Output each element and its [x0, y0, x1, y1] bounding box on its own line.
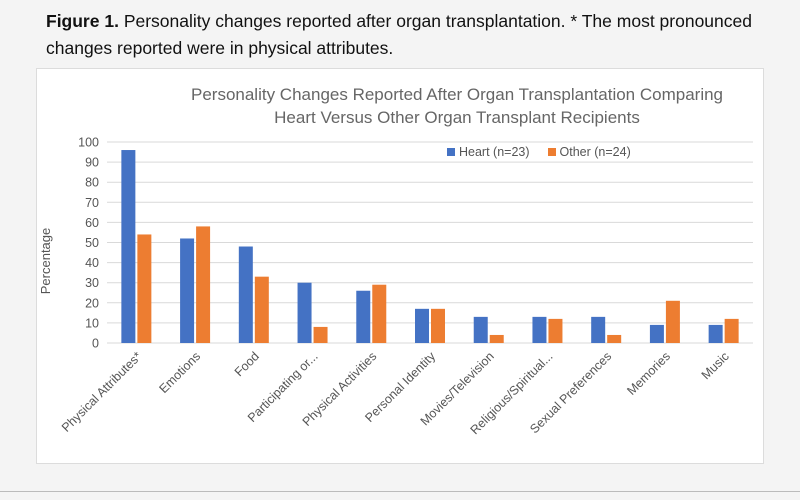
y-tick-label: 40 [85, 256, 99, 270]
y-tick-label: 30 [85, 276, 99, 290]
y-tick-label: 80 [85, 176, 99, 190]
y-tick-label: 50 [85, 236, 99, 250]
y-tick-label: 20 [85, 296, 99, 310]
bar-other [313, 326, 328, 343]
bar-other [665, 300, 680, 343]
y-tick-label: 0 [92, 337, 99, 351]
x-tick-label: Emotions [156, 349, 203, 396]
bar-heart [708, 324, 723, 343]
bar-heart [121, 150, 136, 343]
bar-heart [532, 316, 547, 343]
bar-other [431, 308, 445, 343]
bar-other [548, 318, 563, 343]
x-tick-label: Physical Attributes* [59, 349, 145, 435]
bar-heart [473, 316, 488, 343]
x-tick-label: Music [699, 349, 732, 382]
y-tick-label: 70 [85, 196, 99, 210]
bar-other [137, 234, 152, 343]
x-tick-label: Food [232, 349, 262, 379]
figure-label: Figure 1. [46, 11, 119, 31]
legend-swatch-heart [447, 148, 455, 156]
bar-other [607, 334, 622, 343]
bar-heart [415, 308, 429, 343]
bar-other [254, 276, 269, 343]
bar-other [196, 226, 211, 343]
chart-title-line1: Personality Changes Reported After Organ… [190, 85, 724, 104]
bar-heart [297, 282, 312, 343]
bar-heart [356, 290, 371, 343]
bar-heart [591, 316, 606, 343]
figure-caption: Figure 1. Personality changes reported a… [46, 8, 752, 62]
bar-other [372, 284, 387, 343]
bar-heart [649, 324, 664, 343]
page-divider [0, 491, 800, 492]
x-tick-label: Memories [624, 349, 673, 398]
chart-frame: Personality Changes Reported After Organ… [36, 68, 764, 464]
y-tick-label: 100 [78, 136, 99, 150]
legend-item-heart: Heart (n=23) [447, 145, 530, 159]
legend-label-other: Other (n=24) [559, 145, 631, 159]
y-tick-label: 60 [85, 216, 99, 230]
legend-swatch-other [547, 148, 556, 156]
bar-other [489, 334, 504, 343]
legend-item-other: Other (n=24) [547, 145, 631, 159]
bar-heart [238, 246, 253, 343]
y-tick-label: 90 [85, 156, 99, 170]
bar-heart [180, 238, 195, 343]
chart-title: Personality Changes Reported After Organ… [177, 83, 737, 129]
bar-chart-plot: 0 10 20 30 40 50 60 70 80 90 100 Physical Attribute… [59, 136, 753, 437]
legend-label-heart: Heart (n=23) [459, 145, 530, 159]
bar-other [724, 318, 739, 343]
y-tick-label: 10 [85, 316, 99, 330]
figure-caption-text: Personality changes reported after organ… [46, 11, 752, 58]
chart-title-line2: Heart Versus Other Organ Transplant Reci… [274, 108, 640, 127]
chart-legend: Heart (n=23) Other (n=24) [447, 145, 631, 159]
